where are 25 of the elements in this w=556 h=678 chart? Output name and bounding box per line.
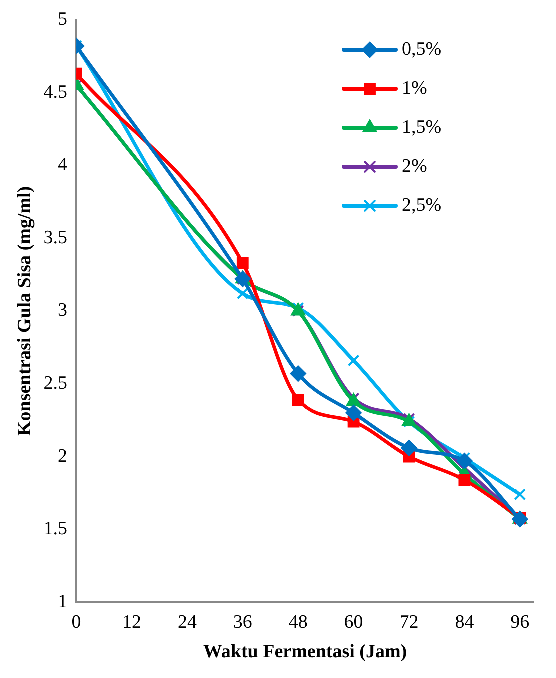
legend-label: 2,5% [402,194,442,216]
y-tick-label: 5 [58,8,68,30]
x-tick-label: 48 [288,612,308,633]
y-tick-label: 3 [58,300,68,322]
x-tick-label: 84 [455,612,475,633]
x-axis-title: Waktu Fermentasi (Jam) [203,642,408,663]
x-tick-label: 72 [400,612,419,633]
legend-label: 2% [402,156,428,177]
x-tick-label: 60 [344,612,364,633]
y-axis-title: Konsentrasi Gula Sisa (mg/ml) [14,186,36,436]
y-tick-label: 1 [58,591,68,612]
y-tick-label: 1.5 [44,518,68,540]
y-tick-label: 2.5 [44,372,68,394]
legend-label: 0,5% [402,38,442,60]
y-tick-label: 4.5 [44,82,68,103]
x-tick-label: 36 [233,612,252,633]
x-tick-label: 24 [178,612,198,633]
x-tick-label: 0 [72,612,82,633]
legend-label: 1,5% [402,116,442,138]
y-tick-label: 4 [58,154,68,176]
legend-label: 1% [402,78,428,99]
x-tick-label: 12 [122,612,142,633]
y-tick-label: 3.5 [44,227,68,248]
x-tick-label: 96 [510,612,530,633]
y-tick-label: 2 [58,446,68,467]
